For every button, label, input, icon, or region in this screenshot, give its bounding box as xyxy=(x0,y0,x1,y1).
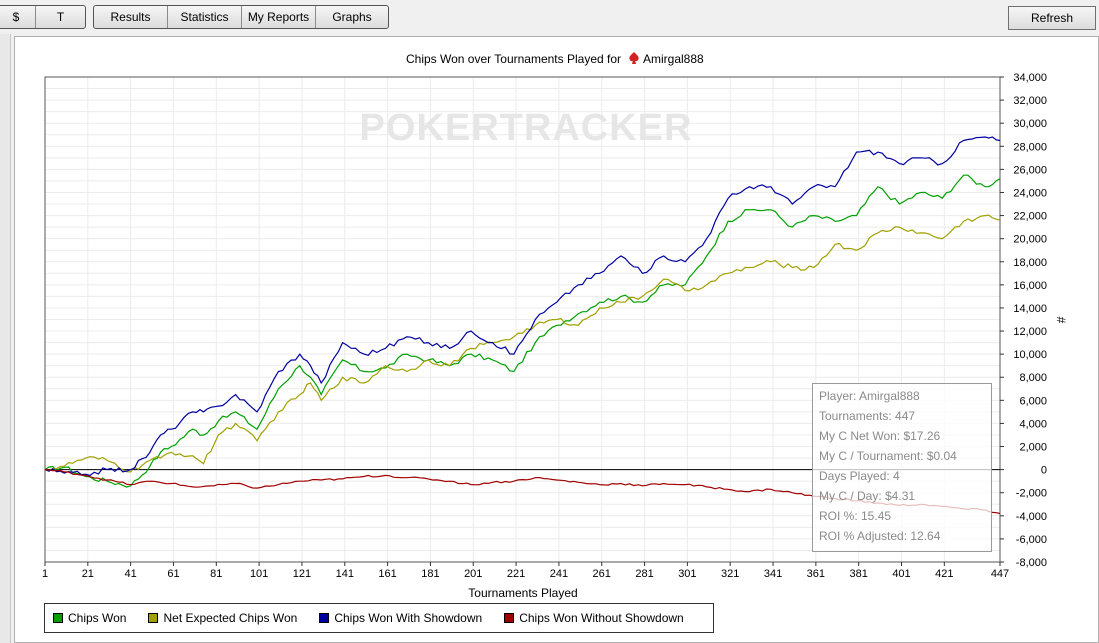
stats-info-box: Player: Amirgal888 Tournaments: 447 My C… xyxy=(812,383,992,552)
y-tick-label: -8,000 xyxy=(1016,557,1047,569)
y-tick-label: 30,000 xyxy=(1013,118,1047,130)
y-tick-label: 0 xyxy=(1041,465,1047,477)
x-tick-label: 21 xyxy=(82,568,94,580)
legend-item-with-showdown[interactable]: Chips Won With Showdown xyxy=(319,611,482,625)
tab-t[interactable]: T xyxy=(56,10,65,24)
y-tick-label: 6,000 xyxy=(1019,395,1047,407)
x-tick-label: 61 xyxy=(167,568,179,580)
legend: Chips Won Net Expected Chips Won Chips W… xyxy=(44,603,714,633)
y-tick-label: 12,000 xyxy=(1013,326,1047,338)
y-tick-label: 24,000 xyxy=(1013,187,1047,199)
x-tick-label: 301 xyxy=(678,568,696,580)
left-splitter[interactable] xyxy=(0,34,11,643)
legend-swatch xyxy=(53,613,63,623)
info-tournaments: Tournaments: 447 xyxy=(819,409,916,423)
y-tick-label: 28,000 xyxy=(1013,141,1047,153)
tab-dollar[interactable]: $ xyxy=(0,6,36,28)
y-tick-label: -2,000 xyxy=(1016,488,1047,500)
x-tick-label: 401 xyxy=(892,568,910,580)
player-icon xyxy=(629,52,639,64)
info-days-played: Days Played: 4 xyxy=(819,469,900,483)
y-tick-label: 14,000 xyxy=(1013,303,1047,315)
y-tick-label: 26,000 xyxy=(1013,164,1047,176)
x-tick-label: 241 xyxy=(550,568,568,580)
legend-swatch xyxy=(504,613,515,623)
x-tick-label: 447 xyxy=(991,568,1009,580)
tab-graphs[interactable]: Graphs xyxy=(332,10,372,24)
series-line-1 xyxy=(44,174,1001,488)
y-axis-label: # xyxy=(1054,317,1068,324)
y-tick-label: 22,000 xyxy=(1013,211,1047,223)
y-tick-label: 20,000 xyxy=(1013,234,1047,246)
legend-label: Chips Won With Showdown xyxy=(334,611,483,625)
x-tick-label: 341 xyxy=(764,568,782,580)
tab-my-reports[interactable]: My Reports xyxy=(242,6,316,28)
series-line-3 xyxy=(44,136,1001,477)
legend-label: Net Expected Chips Won xyxy=(163,611,298,625)
plot-area-border xyxy=(44,76,1001,563)
x-tick-label: 1 xyxy=(42,568,48,580)
x-tick-label: 321 xyxy=(721,568,739,580)
info-per-day: My C / Day: $4.31 xyxy=(819,489,916,503)
series-line-2 xyxy=(44,214,1001,473)
x-tick-label: 121 xyxy=(293,568,311,580)
x-tick-label: 41 xyxy=(125,568,137,580)
x-tick-label: 261 xyxy=(593,568,611,580)
y-tick-label: 10,000 xyxy=(1013,349,1047,361)
y-tick-label: 8,000 xyxy=(1019,372,1047,384)
x-tick-label: 101 xyxy=(250,568,268,580)
x-tick-label: 381 xyxy=(849,568,867,580)
info-net-won: My C Net Won: $17.26 xyxy=(819,429,941,443)
x-tick-label: 81 xyxy=(210,568,222,580)
nav-tabs: Results Statistics My Reports Graphs xyxy=(93,5,389,29)
y-tick-label: 32,000 xyxy=(1013,95,1047,107)
watermark: POKERTRACKER xyxy=(360,107,693,149)
x-tick-label: 281 xyxy=(635,568,653,580)
legend-item-chips-won[interactable]: Chips Won xyxy=(53,611,126,625)
legend-swatch xyxy=(148,613,159,623)
x-tick-label: 221 xyxy=(507,568,525,580)
x-tick-label: 141 xyxy=(336,568,354,580)
legend-label: Chips Won xyxy=(68,611,127,625)
y-tick-label: 4,000 xyxy=(1019,418,1047,430)
x-tick-label: 201 xyxy=(464,568,482,580)
tab-results[interactable]: Results xyxy=(94,6,168,28)
info-roi-adjusted: ROI % Adjusted: 12.64 xyxy=(819,529,941,543)
info-roi: ROI %: 15.45 xyxy=(819,509,892,523)
x-tick-label: 361 xyxy=(807,568,825,580)
tab-statistics[interactable]: Statistics xyxy=(168,6,242,28)
y-axis: -8,000 -6,000 -4,000 -2,000 0 2,000 4,000 6,000… xyxy=(1000,72,1047,569)
y-tick-label: 16,000 xyxy=(1013,280,1047,292)
info-player: Player: Amirgal888 xyxy=(819,389,920,403)
chart-title: Chips Won over Tournaments Played for xyxy=(406,52,621,66)
y-tick-label: 34,000 xyxy=(1013,72,1047,84)
legend-label: Chips Won Without Showdown xyxy=(519,611,684,625)
info-per-tournament: My C / Tournament: $0.04 xyxy=(819,449,957,463)
chart-player-name: Amirgal888 xyxy=(643,52,704,66)
y-tick-label: 2,000 xyxy=(1019,442,1047,454)
legend-item-without-showdown[interactable]: Chips Won Without Showdown xyxy=(504,611,684,625)
x-axis-label: Tournaments Played xyxy=(468,586,577,600)
y-tick-label: -6,000 xyxy=(1016,534,1047,546)
x-tick-label: 421 xyxy=(935,568,953,580)
x-axis: 1 21 41 61 81 101 121 141 161 181 201 221 241 261 281 3… xyxy=(42,562,1009,580)
currency-toggle: $ T xyxy=(0,5,86,29)
x-tick-label: 161 xyxy=(378,568,396,580)
x-tick-label: 181 xyxy=(421,568,439,580)
legend-item-net-expected[interactable]: Net Expected Chips Won xyxy=(148,611,297,625)
refresh-button[interactable]: Refresh xyxy=(1008,6,1096,30)
y-tick-label: 18,000 xyxy=(1013,257,1047,269)
y-tick-label: -4,000 xyxy=(1016,511,1047,523)
legend-swatch xyxy=(319,613,330,623)
